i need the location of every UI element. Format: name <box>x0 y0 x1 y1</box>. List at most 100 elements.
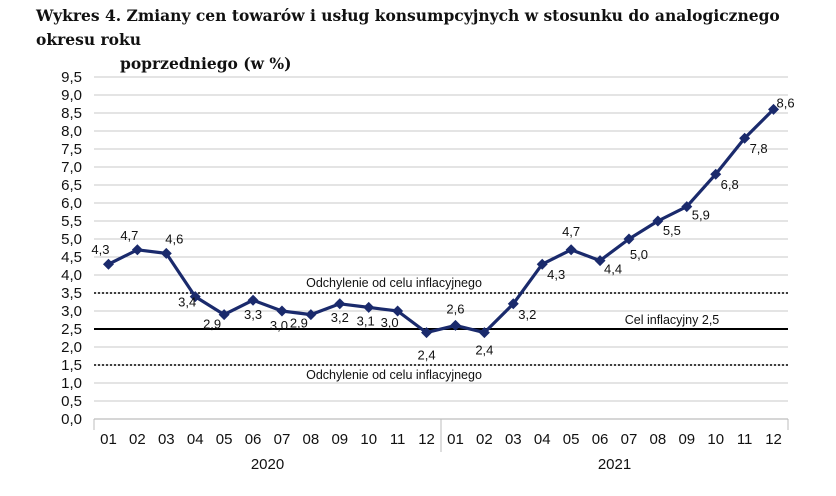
data-label: 4,7 <box>562 224 580 239</box>
gridlines <box>94 76 788 402</box>
x-tick-label: 03 <box>158 431 175 448</box>
x-tick-label: 11 <box>390 431 406 448</box>
y-tick-label: 3,0 <box>61 303 82 320</box>
data-label: 2,9 <box>290 316 308 331</box>
x-tick-label: 10 <box>360 431 377 448</box>
data-label: 4,3 <box>91 242 109 257</box>
data-label: 4,4 <box>604 262 622 277</box>
data-point <box>160 247 172 259</box>
x-tick-label: 07 <box>621 431 638 448</box>
data-point <box>334 298 346 310</box>
y-tick-label: 6,0 <box>61 195 82 212</box>
x-tick-label: 07 <box>274 431 291 448</box>
y-tick-label: 4,0 <box>61 267 82 284</box>
y-tick-label: 5,5 <box>61 213 82 230</box>
x-tick-label: 12 <box>765 431 782 448</box>
x-tick-label: 06 <box>245 431 262 448</box>
x-tick-label: 02 <box>129 431 146 448</box>
x-tick-label: 10 <box>707 431 724 448</box>
y-tick-label: 8,0 <box>61 123 82 140</box>
x-tick-label: 03 <box>505 431 522 448</box>
data-point <box>594 255 606 267</box>
x-tick-label: 01 <box>447 431 464 448</box>
y-tick-label: 3,5 <box>61 285 82 302</box>
data-point <box>421 327 433 339</box>
y-tick-label: 9,0 <box>61 87 82 104</box>
y-tick-label: 5,0 <box>61 231 82 248</box>
data-point <box>536 258 548 270</box>
data-point <box>392 305 404 317</box>
data-point <box>131 244 143 256</box>
data-point <box>189 291 201 303</box>
year-label: 2021 <box>598 456 631 473</box>
y-tick-label: 4,5 <box>61 249 82 266</box>
data-label: 2,9 <box>203 317 221 332</box>
y-axis: 0,00,51,01,52,02,53,03,54,04,55,05,56,06… <box>61 69 82 428</box>
x-tick-label: 11 <box>737 431 753 448</box>
data-point <box>710 168 722 180</box>
chart-title-line-2: poprzedniego (w %) <box>120 54 292 73</box>
year-label: 2020 <box>251 456 284 473</box>
target-line-label: Cel inflacyjny 2,5 <box>625 313 720 327</box>
data-label: 4,7 <box>120 228 138 243</box>
data-label: 3,4 <box>178 295 196 310</box>
data-label: 5,0 <box>630 247 648 262</box>
data-label: 3,0 <box>270 318 288 333</box>
deviation-line-label: Odchylenie od celu inflacyjnego <box>306 276 482 290</box>
x-tick-label: 08 <box>303 431 320 448</box>
data-label: 5,9 <box>692 208 710 223</box>
data-point <box>652 215 664 227</box>
y-tick-label: 9,5 <box>61 69 82 86</box>
x-tick-label: 04 <box>187 431 204 448</box>
x-axis: 01 02 03 04 05 06 07 08 09 10 11 12 01 02 03 04 05 06 07 08… <box>93 418 789 473</box>
data-point <box>218 309 230 321</box>
y-tick-label: 6,5 <box>61 177 82 194</box>
data-label: 3,3 <box>244 307 262 322</box>
series <box>102 103 780 339</box>
data-label: 4,6 <box>165 231 183 246</box>
x-tick-label: 08 <box>650 431 667 448</box>
data-point <box>507 298 519 310</box>
data-point <box>247 294 259 306</box>
y-tick-label: 7,0 <box>61 159 82 176</box>
deviation-line-label: Odchylenie od celu inflacyjnego <box>306 368 482 382</box>
x-tick-label: 06 <box>592 431 609 448</box>
data-label: 3,2 <box>518 307 536 322</box>
data-point <box>768 103 780 115</box>
y-tick-label: 0,5 <box>61 393 82 410</box>
y-tick-label: 2,5 <box>61 321 82 338</box>
x-tick-label: 09 <box>331 431 348 448</box>
data-labels: 4,34,7 4,63,42,93,33,0 2,9 3,2 3,1 3,02,42,62… <box>91 95 794 362</box>
data-label: 2,4 <box>475 343 493 358</box>
x-tick-label: 01 <box>100 431 117 448</box>
data-point <box>623 233 635 245</box>
y-tick-label: 0,0 <box>61 411 82 428</box>
data-label: 3,1 <box>357 313 375 328</box>
y-tick-label: 7,5 <box>61 141 82 158</box>
data-point <box>478 327 490 339</box>
data-label: 5,5 <box>663 223 681 238</box>
data-point <box>102 258 114 270</box>
data-label: 4,3 <box>547 267 565 282</box>
data-point <box>739 132 751 144</box>
x-tick-label: 04 <box>534 431 551 448</box>
data-label: 6,8 <box>721 177 739 192</box>
data-label: 2,6 <box>446 301 464 316</box>
data-point <box>681 201 693 213</box>
data-point <box>363 301 375 313</box>
x-tick-label: 09 <box>678 431 695 448</box>
chart-title-line-1: Wykres 4. Zmiany cen towarów i usług kon… <box>36 6 780 49</box>
y-tick-label: 1,5 <box>61 357 82 374</box>
data-point <box>276 305 288 317</box>
y-tick-label: 1,0 <box>61 375 82 392</box>
data-label: 7,8 <box>750 141 768 156</box>
data-label: 3,0 <box>381 315 399 330</box>
chart-title: Wykres 4. Zmiany cen towarów i usług kon… <box>36 4 826 76</box>
data-point <box>449 319 461 331</box>
data-label: 3,2 <box>331 310 349 325</box>
x-tick-label: 12 <box>418 431 435 448</box>
y-tick-label: 2,0 <box>61 339 82 356</box>
data-label: 2,4 <box>418 348 436 363</box>
x-tick-label: 05 <box>216 431 233 448</box>
